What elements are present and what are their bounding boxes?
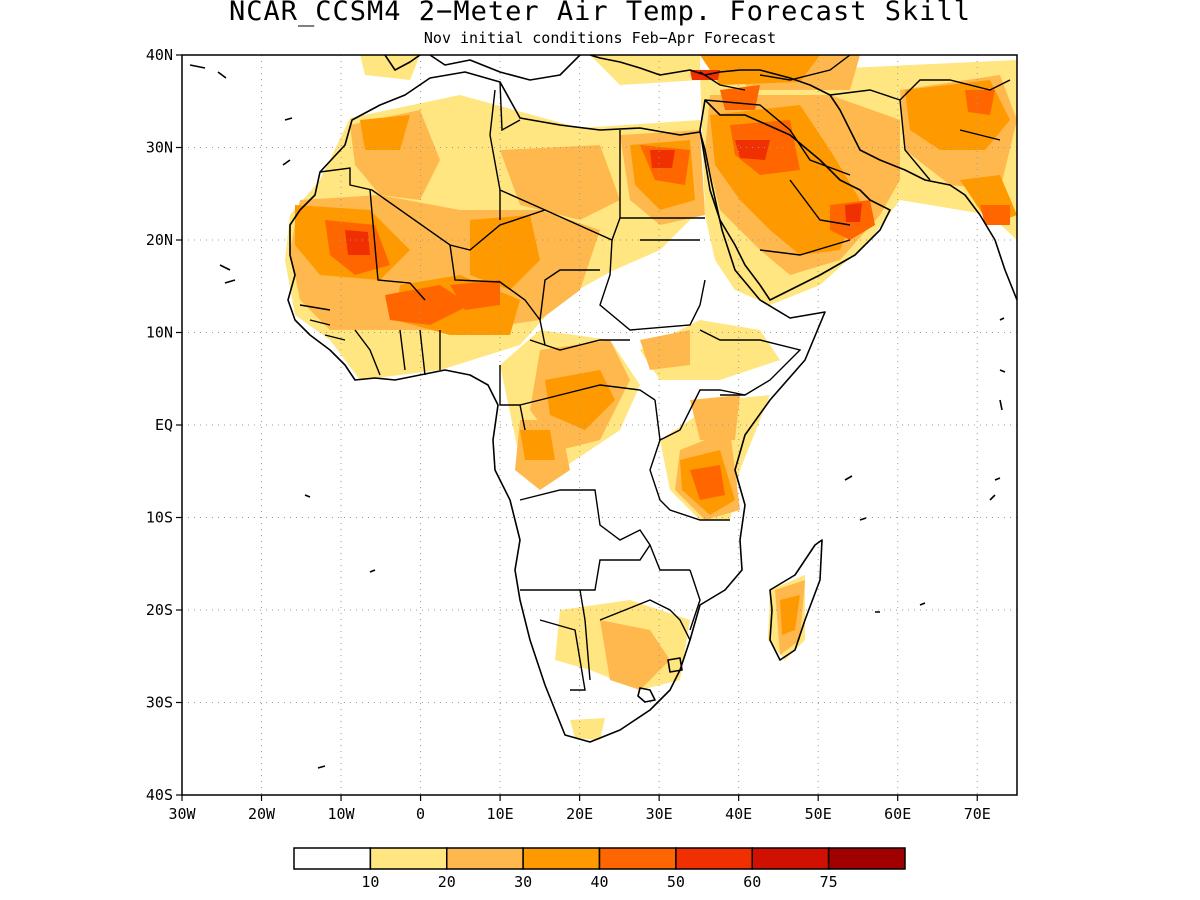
lat-tick-label: 10S bbox=[146, 509, 173, 527]
map-subtitle: Nov initial conditions Feb−Apr Forecast bbox=[423, 29, 777, 47]
map-title: NCAR_CCSM4 2−Meter Air Temp. Forecast Sk… bbox=[229, 0, 971, 27]
africa-coastline bbox=[287, 71, 826, 743]
colorbar-label: 75 bbox=[820, 873, 838, 891]
colorbar-label: 20 bbox=[438, 873, 456, 891]
latitude-axis: 40N 30N 20N 10N EQ 10S 20S 30S 40S bbox=[146, 46, 182, 804]
colorbar-swatch bbox=[293, 847, 372, 870]
colorbar-swatch bbox=[522, 847, 601, 870]
colorbar-label: 30 bbox=[514, 873, 532, 891]
lon-tick-label: 50E bbox=[805, 805, 832, 823]
lon-tick-label: 20W bbox=[248, 805, 276, 823]
colorbar-swatch bbox=[751, 847, 830, 870]
lon-tick-label: 10W bbox=[328, 805, 356, 823]
madagascar-coastline bbox=[769, 539, 823, 661]
colorbar-label: 50 bbox=[667, 873, 685, 891]
lon-tick-label: 70E bbox=[964, 805, 991, 823]
colorbar-swatch bbox=[446, 847, 524, 870]
lon-tick-label: 30E bbox=[646, 805, 673, 823]
lat-tick-label: 20N bbox=[146, 231, 173, 249]
colorbar-label: 60 bbox=[743, 873, 761, 891]
lon-tick-label: 10E bbox=[487, 805, 514, 823]
lat-tick-label: 10N bbox=[146, 324, 173, 342]
lon-tick-label: 0 bbox=[416, 805, 425, 823]
arabia-coastline bbox=[699, 99, 891, 301]
colorbar-swatch bbox=[675, 847, 753, 870]
lon-tick-label: 60E bbox=[884, 805, 911, 823]
lat-tick-label: 40S bbox=[146, 786, 173, 804]
lat-tick-label: 30N bbox=[146, 139, 173, 157]
colorbar-label: 10 bbox=[361, 873, 379, 891]
colorbar: 10 20 30 40 50 60 75 bbox=[293, 847, 906, 891]
colorbar-label: 40 bbox=[590, 873, 608, 891]
lon-tick-label: 30W bbox=[168, 805, 196, 823]
lon-tick-label: 20E bbox=[566, 805, 593, 823]
lon-tick-label: 40E bbox=[725, 805, 752, 823]
coastlines bbox=[189, 55, 1017, 769]
colorbar-swatch bbox=[827, 847, 906, 870]
lat-tick-label: EQ bbox=[155, 416, 173, 434]
skill-shading bbox=[285, 55, 1017, 740]
longitude-axis: 30W 20W 10W 0 10E 20E 30E 40E 50E 60E 70E bbox=[168, 795, 991, 823]
lat-tick-label: 30S bbox=[146, 694, 173, 712]
lat-tick-label: 20S bbox=[146, 601, 173, 619]
colorbar-swatch bbox=[369, 847, 448, 870]
lat-tick-label: 40N bbox=[146, 46, 173, 64]
colorbar-swatch bbox=[598, 847, 677, 870]
country-borders bbox=[299, 55, 1011, 691]
